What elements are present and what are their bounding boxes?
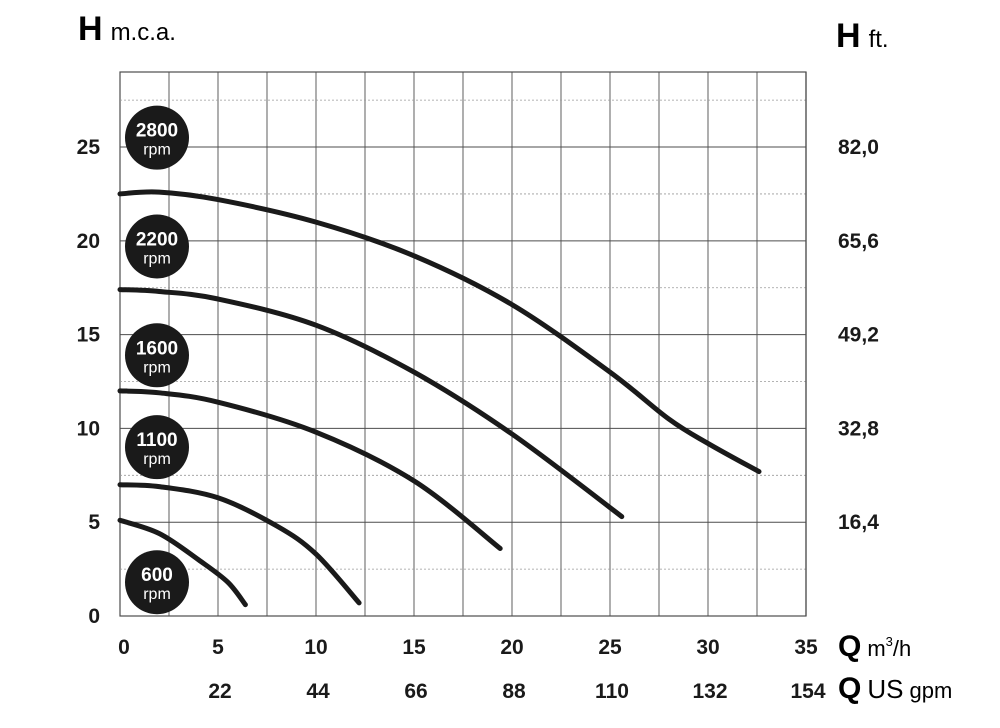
bottom-secondary-unit-small: gpm	[909, 678, 952, 703]
bottom-axis-primary-tick-label: 15	[402, 636, 426, 659]
bottom-axis-secondary-tick-label: 22	[208, 680, 231, 703]
rpm-badge-unit: rpm	[143, 359, 171, 376]
left-axis-letter: H	[78, 10, 103, 48]
right-axis-tick-label: 82,0	[838, 136, 879, 159]
bottom-axis-primary-tick-label: 10	[304, 636, 327, 659]
curve-1600-rpm	[117, 388, 503, 551]
rpm-badge-circle	[125, 415, 189, 480]
rpm-badge-unit: rpm	[143, 142, 171, 159]
right-axis-tick-label: 16,4	[838, 511, 879, 534]
curve-600-rpm	[117, 517, 248, 608]
bottom-secondary-letter: Q	[838, 672, 861, 705]
right-axis-tick-label: 65,6	[838, 230, 879, 253]
bottom-axis-secondary-tick-label: 154	[790, 680, 825, 703]
rpm-badge-circle	[125, 105, 189, 170]
left-axis-tick-label: 20	[77, 230, 100, 253]
left-axis-tick-label: 0	[88, 605, 100, 628]
rpm-badge-speed: 1100	[136, 430, 177, 451]
bottom-axis-primary-tick-label: 20	[500, 636, 523, 659]
rpm-badge-speed: 2200	[136, 229, 178, 250]
curves	[117, 189, 762, 608]
rpm-badge-speed: 2800	[136, 121, 178, 142]
left-axis-tick-label: 10	[77, 417, 100, 440]
bottom-axis-primary-tick-label: 35	[794, 636, 818, 659]
rpm-badge-speed: 600	[141, 565, 173, 586]
right-axis-tick-label: 32,8	[838, 417, 879, 440]
left-axis-tick-label: 25	[77, 136, 101, 159]
curve-1100-rpm	[117, 482, 362, 606]
bottom-primary-unit-base: m	[867, 636, 885, 661]
rpm-badge-unit: rpm	[143, 250, 171, 267]
rpm-badge-circle	[125, 323, 189, 388]
rpm-badge-circle	[125, 214, 189, 279]
bottom-secondary-unit-main: US	[867, 674, 903, 704]
left-axis-unit: m.c.a.	[111, 19, 176, 46]
bottom-axis-secondary-tick-label: 66	[404, 680, 427, 703]
right-axis-unit: ft.	[869, 26, 889, 53]
left-axis-tick-label: 15	[77, 324, 101, 347]
rpm-badge-unit: rpm	[143, 586, 171, 603]
bottom-axis-primary-tick-label: 0	[118, 636, 130, 659]
rpm-badge-unit: rpm	[143, 451, 171, 468]
bottom-axis-secondary-tick-label: 132	[692, 680, 727, 703]
bottom-axis-primary-tick-label: 25	[598, 636, 622, 659]
plot-area	[119, 71, 807, 617]
grid	[120, 72, 807, 616]
bottom-axis-primary-tick-label: 30	[696, 636, 719, 659]
bottom-primary-unit-sup: 3	[886, 634, 893, 649]
rpm-badge-circle	[125, 550, 189, 615]
bottom-axis-primary-tick-label: 5	[212, 636, 224, 659]
tick-labels: 0 5 10 15 20 25 16,4 32,8 49,2 65,6 82,0 0 5 10 15 20 25…	[77, 136, 880, 703]
bottom-primary-letter: Q	[838, 630, 861, 663]
curve-2200-rpm	[117, 287, 625, 520]
curve-2800-rpm	[117, 189, 762, 475]
bottom-axis-secondary-tick-label: 88	[502, 680, 526, 703]
right-axis-letter: H	[836, 17, 861, 55]
bottom-axis-secondary-title: Q US gpm	[838, 672, 952, 705]
bottom-axis-secondary-tick-label: 44	[306, 680, 330, 703]
rpm-badge-speed: 1600	[136, 338, 178, 359]
bottom-primary-unit-tail: /h	[893, 636, 911, 661]
left-axis-tick-label: 5	[88, 511, 100, 534]
right-axis-tick-label: 49,2	[838, 324, 879, 347]
bottom-axis-secondary-tick-label: 110	[595, 680, 629, 703]
